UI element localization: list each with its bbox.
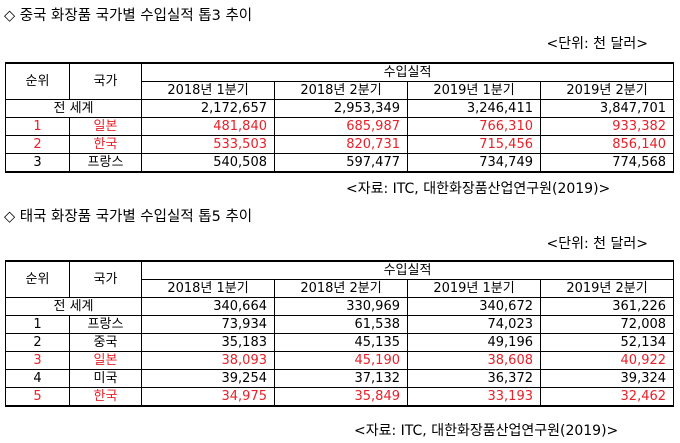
rank-cell: 2 <box>5 135 70 154</box>
header-period: 2018년 1분기 <box>141 279 275 298</box>
country-cell: 한국 <box>69 135 142 154</box>
table-row: 1 일본 481,840 685,987 766,310 933,382 <box>5 117 675 136</box>
section1-source: <자료: ITC, 대한화장품산업연구원(2019)> <box>346 181 611 197</box>
value-cell: 74,023 <box>407 315 541 334</box>
thailand-import-table: 순위 국가 수입실적 2018년 1분기 2018년 2분기 2019년 1분기… <box>5 260 675 407</box>
value-cell: 820,731 <box>274 135 408 154</box>
value-cell: 35,849 <box>274 387 408 407</box>
value-cell: 340,664 <box>141 297 275 316</box>
value-cell: 40,922 <box>539 351 675 370</box>
value-cell: 36,372 <box>407 369 541 388</box>
value-cell: 715,456 <box>407 135 541 154</box>
country-cell: 한국 <box>69 387 142 407</box>
world-row: 전 세계 340,664 330,969 340,672 361,226 <box>5 297 675 316</box>
header-period: 2019년 2분기 <box>539 81 675 100</box>
section1-title: ◇ 중국 화장품 국가별 수입실적 톱3 추이 <box>4 8 253 24</box>
rank-cell: 3 <box>5 153 70 173</box>
value-cell: 73,934 <box>141 315 275 334</box>
header-import-group: 수입실적 <box>140 260 675 280</box>
value-cell: 49,196 <box>407 333 541 352</box>
rank-cell: 5 <box>5 387 70 407</box>
header-period: 2019년 1분기 <box>407 279 541 298</box>
table-row: 3 일본 38,093 45,190 38,608 40,922 <box>5 351 675 370</box>
value-cell: 685,987 <box>274 117 408 136</box>
country-cell: 프랑스 <box>69 315 142 334</box>
table-row: 4 미국 39,254 37,132 36,372 39,324 <box>5 369 675 388</box>
header-period: 2019년 1분기 <box>407 81 541 100</box>
value-cell: 33,193 <box>407 387 541 407</box>
value-cell: 3,847,701 <box>539 99 675 118</box>
value-cell: 933,382 <box>539 117 675 136</box>
world-row: 전 세계 2,172,657 2,953,349 3,246,411 3,847… <box>5 99 675 118</box>
value-cell: 361,226 <box>539 297 675 316</box>
table-row: 5 한국 34,975 35,849 33,193 32,462 <box>5 387 675 407</box>
header-country: 국가 <box>69 62 142 100</box>
country-cell: 일본 <box>69 117 142 136</box>
value-cell: 856,140 <box>539 135 675 154</box>
value-cell: 38,608 <box>407 351 541 370</box>
country-cell: 중국 <box>69 333 142 352</box>
header-country: 국가 <box>69 260 142 298</box>
rank-cell: 2 <box>5 333 70 352</box>
value-cell: 330,969 <box>274 297 408 316</box>
value-cell: 39,324 <box>539 369 675 388</box>
header-period: 2019년 2분기 <box>539 279 675 298</box>
value-cell: 35,183 <box>141 333 275 352</box>
header-period: 2018년 1분기 <box>141 81 275 100</box>
header-rank: 순위 <box>5 62 70 100</box>
value-cell: 540,508 <box>141 153 275 173</box>
table-row: 3 프랑스 540,508 597,477 734,749 774,568 <box>5 153 675 173</box>
value-cell: 766,310 <box>407 117 541 136</box>
world-label: 전 세계 <box>5 99 142 118</box>
value-cell: 774,568 <box>539 153 675 173</box>
country-cell: 미국 <box>69 369 142 388</box>
value-cell: 597,477 <box>274 153 408 173</box>
value-cell: 32,462 <box>539 387 675 407</box>
table-row: 2 중국 35,183 45,135 49,196 52,134 <box>5 333 675 352</box>
value-cell: 72,008 <box>539 315 675 334</box>
country-cell: 프랑스 <box>69 153 142 173</box>
value-cell: 2,953,349 <box>274 99 408 118</box>
table-row: 1 프랑스 73,934 61,538 74,023 72,008 <box>5 315 675 334</box>
china-import-table: 순위 국가 수입실적 2018년 1분기 2018년 2분기 2019년 1분기… <box>5 62 675 173</box>
header-rank: 순위 <box>5 260 70 298</box>
section1-unit-note: <단위: 천 달러> <box>546 36 648 52</box>
header-period: 2018년 2분기 <box>274 279 408 298</box>
value-cell: 2,172,657 <box>141 99 275 118</box>
rank-cell: 1 <box>5 117 70 136</box>
section2-unit-note: <단위: 천 달러> <box>546 236 648 252</box>
value-cell: 61,538 <box>274 315 408 334</box>
rank-cell: 4 <box>5 369 70 388</box>
rank-cell: 3 <box>5 351 70 370</box>
country-cell: 일본 <box>69 351 142 370</box>
value-cell: 45,190 <box>274 351 408 370</box>
value-cell: 34,975 <box>141 387 275 407</box>
table-row: 2 한국 533,503 820,731 715,456 856,140 <box>5 135 675 154</box>
value-cell: 3,246,411 <box>407 99 541 118</box>
value-cell: 52,134 <box>539 333 675 352</box>
value-cell: 39,254 <box>141 369 275 388</box>
value-cell: 734,749 <box>407 153 541 173</box>
header-period: 2018년 2분기 <box>274 81 408 100</box>
value-cell: 38,093 <box>141 351 275 370</box>
value-cell: 340,672 <box>407 297 541 316</box>
value-cell: 533,503 <box>141 135 275 154</box>
header-import-group: 수입실적 <box>140 62 675 82</box>
value-cell: 45,135 <box>274 333 408 352</box>
section2-source: <자료: ITC, 대한화장품산업연구원(2019)> <box>354 423 619 439</box>
rank-cell: 1 <box>5 315 70 334</box>
value-cell: 481,840 <box>141 117 275 136</box>
section2-title: ◇ 태국 화장품 국가별 수입실적 톱5 추이 <box>4 209 253 225</box>
value-cell: 37,132 <box>274 369 408 388</box>
world-label: 전 세계 <box>5 297 142 316</box>
